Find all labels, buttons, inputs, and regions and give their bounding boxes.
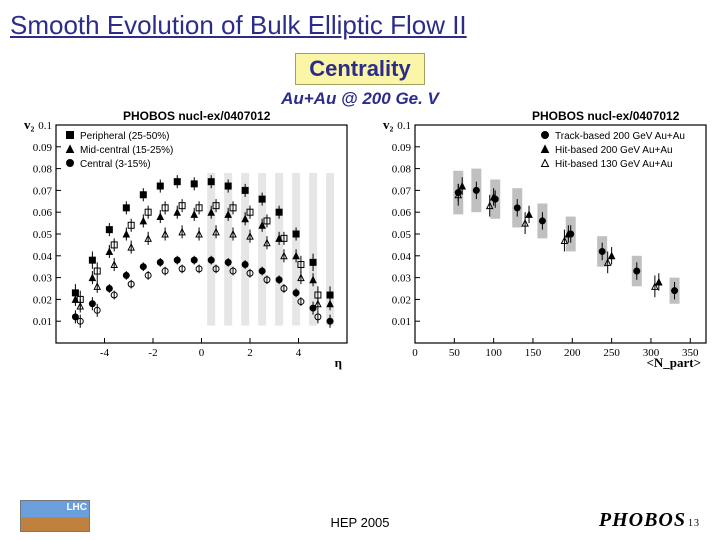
chart-right-container: PHOBOS nucl-ex/0407012 05010015020025030… (367, 111, 712, 376)
svg-text:0.1: 0.1 (397, 120, 411, 132)
svg-text:0.05: 0.05 (392, 229, 412, 241)
chart-right-caption: PHOBOS nucl-ex/0407012 (532, 109, 679, 123)
chart-left: -4 -2 0 2 4 0.01 0.02 0.03 0.04 0.05 0.06 0.07 0.08 0… (8, 111, 353, 371)
page-title: Smooth Evolution of Bulk Elliptic Flow I… (0, 0, 720, 43)
svg-text:Track-based 200 GeV Au+Au: Track-based 200 GeV Au+Au (555, 131, 685, 142)
svg-text:0.02: 0.02 (392, 294, 411, 306)
svg-text:0.04: 0.04 (33, 251, 53, 263)
footer-center: HEP 2005 (0, 515, 720, 530)
svg-text:0.08: 0.08 (33, 164, 53, 176)
svg-text:2: 2 (247, 347, 253, 359)
svg-text:v₂: v₂ (383, 117, 394, 132)
svg-text:0.02: 0.02 (33, 294, 52, 306)
svg-text:0.09: 0.09 (392, 142, 412, 154)
svg-text:0.04: 0.04 (392, 251, 412, 263)
centrality-badge: Centrality (295, 53, 425, 85)
chart-right: 0501001502002503003500.010.020.030.040.0… (367, 111, 712, 371)
svg-text:4: 4 (296, 347, 302, 359)
svg-text:200: 200 (564, 347, 581, 359)
svg-text:Peripheral (25-50%): Peripheral (25-50%) (80, 131, 170, 142)
svg-text:0: 0 (199, 347, 205, 359)
svg-text:0: 0 (412, 347, 418, 359)
svg-text:<N_part>: <N_part> (646, 355, 701, 370)
svg-text:50: 50 (449, 347, 461, 359)
svg-text:0.01: 0.01 (392, 316, 411, 328)
svg-text:0.1: 0.1 (38, 120, 52, 132)
svg-text:0.03: 0.03 (392, 273, 412, 285)
svg-text:-2: -2 (148, 347, 157, 359)
chart-left-container: PHOBOS nucl-ex/0407012 -4 -2 0 2 4 0.01 0.02 0.… (8, 111, 353, 376)
svg-text:Hit-based 200 GeV Au+Au: Hit-based 200 GeV Au+Au (555, 145, 673, 156)
svg-text:150: 150 (525, 347, 542, 359)
svg-text:0.08: 0.08 (392, 164, 412, 176)
svg-text:100: 100 (485, 347, 502, 359)
svg-text:0.03: 0.03 (33, 273, 53, 285)
svg-text:0.06: 0.06 (392, 207, 412, 219)
svg-text:250: 250 (603, 347, 620, 359)
svg-text:-4: -4 (100, 347, 110, 359)
svg-text:0.05: 0.05 (33, 229, 53, 241)
svg-text:0.01: 0.01 (33, 316, 52, 328)
subtitle: Au+Au @ 200 Ge. V (0, 89, 720, 109)
svg-text:v₂: v₂ (24, 117, 35, 132)
svg-text:Hit-based 130 GeV Au+Au: Hit-based 130 GeV Au+Au (555, 159, 673, 170)
svg-text:0.07: 0.07 (33, 185, 53, 197)
svg-text:Mid-central (15-25%): Mid-central (15-25%) (80, 145, 173, 156)
chart-left-caption: PHOBOS nucl-ex/0407012 (123, 109, 270, 123)
svg-text:0.07: 0.07 (392, 185, 412, 197)
svg-text:η: η (335, 355, 342, 370)
svg-text:0.09: 0.09 (33, 142, 53, 154)
svg-text:0.06: 0.06 (33, 207, 53, 219)
svg-text:Central (3-15%): Central (3-15%) (80, 159, 151, 170)
